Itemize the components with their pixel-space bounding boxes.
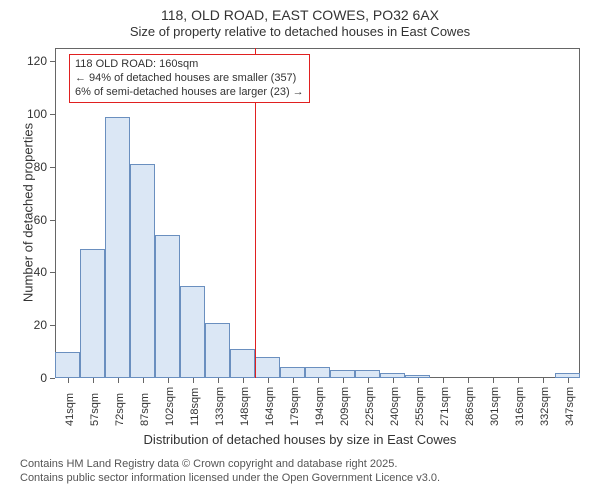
x-tick-label: 255sqm: [414, 387, 426, 426]
x-tick-label: 301sqm: [489, 387, 501, 426]
y-tick-label: 120: [13, 54, 47, 68]
x-tick-label: 57sqm: [89, 393, 101, 426]
histogram-bar: [280, 367, 305, 378]
y-tick-mark: [50, 167, 55, 168]
histogram-bar: [355, 370, 380, 378]
histogram-bar: [555, 373, 580, 378]
x-tick-mark: [168, 378, 169, 383]
x-tick-mark: [193, 378, 194, 383]
x-tick-mark: [418, 378, 419, 383]
y-tick-mark: [50, 220, 55, 221]
histogram-bar: [380, 373, 405, 378]
x-tick-mark: [368, 378, 369, 383]
histogram-bar: [80, 249, 105, 378]
annotation-line-3: 6% of semi-detached houses are larger (2…: [75, 86, 304, 100]
histogram-bar: [255, 357, 280, 378]
x-tick-mark: [518, 378, 519, 383]
x-tick-mark: [443, 378, 444, 383]
y-tick-mark: [50, 378, 55, 379]
x-tick-mark: [468, 378, 469, 383]
histogram-bar: [230, 349, 255, 378]
y-tick-mark: [50, 325, 55, 326]
x-tick-label: 240sqm: [389, 387, 401, 426]
y-axis-label: Number of detached properties: [21, 113, 36, 313]
x-tick-label: 102sqm: [164, 387, 176, 426]
y-tick-mark: [50, 61, 55, 62]
x-tick-label: 148sqm: [239, 387, 251, 426]
x-tick-label: 225sqm: [364, 387, 376, 426]
annotation-box: 118 OLD ROAD: 160sqm ← 94% of detached h…: [69, 54, 310, 103]
histogram-bar: [405, 375, 430, 378]
x-tick-label: 133sqm: [214, 387, 226, 426]
histogram-bar: [105, 117, 130, 378]
histogram-bar: [55, 352, 80, 378]
x-tick-label: 87sqm: [139, 393, 151, 426]
x-tick-label: 332sqm: [539, 387, 551, 426]
x-tick-label: 179sqm: [289, 387, 301, 426]
x-tick-mark: [93, 378, 94, 383]
histogram-bar: [130, 164, 155, 378]
footer-line-2: Contains public sector information licen…: [0, 472, 600, 484]
x-tick-mark: [243, 378, 244, 383]
x-tick-label: 316sqm: [514, 387, 526, 426]
histogram-bar: [205, 323, 230, 378]
x-tick-mark: [143, 378, 144, 383]
x-tick-mark: [543, 378, 544, 383]
x-tick-mark: [218, 378, 219, 383]
x-tick-label: 271sqm: [439, 387, 451, 426]
x-tick-mark: [393, 378, 394, 383]
x-axis-label: Distribution of detached houses by size …: [0, 432, 600, 447]
histogram-bar: [305, 367, 330, 378]
footer-line-1: Contains HM Land Registry data © Crown c…: [0, 458, 600, 470]
x-tick-label: 286sqm: [464, 387, 476, 426]
x-tick-label: 72sqm: [114, 393, 126, 426]
x-tick-mark: [568, 378, 569, 383]
x-tick-mark: [493, 378, 494, 383]
x-tick-mark: [68, 378, 69, 383]
x-tick-mark: [118, 378, 119, 383]
chart-title: 118, OLD ROAD, EAST COWES, PO32 6AX: [0, 0, 600, 24]
histogram-bar: [155, 235, 180, 378]
y-tick-label: 0: [13, 371, 47, 385]
x-tick-label: 194sqm: [314, 387, 326, 426]
x-tick-label: 41sqm: [64, 393, 76, 426]
annotation-line-2: ← 94% of detached houses are smaller (35…: [75, 72, 304, 86]
y-tick-mark: [50, 272, 55, 273]
chart-subtitle: Size of property relative to detached ho…: [0, 24, 600, 41]
x-tick-label: 164sqm: [264, 387, 276, 426]
histogram-bar: [330, 370, 355, 378]
x-tick-mark: [268, 378, 269, 383]
x-tick-mark: [343, 378, 344, 383]
y-tick-mark: [50, 114, 55, 115]
annotation-line-1: 118 OLD ROAD: 160sqm: [75, 58, 304, 72]
x-tick-label: 118sqm: [189, 388, 201, 426]
x-tick-label: 209sqm: [339, 387, 351, 426]
x-tick-label: 347sqm: [564, 387, 576, 426]
x-tick-mark: [318, 378, 319, 383]
x-tick-mark: [293, 378, 294, 383]
y-tick-label: 20: [13, 318, 47, 332]
histogram-bar: [180, 286, 205, 378]
